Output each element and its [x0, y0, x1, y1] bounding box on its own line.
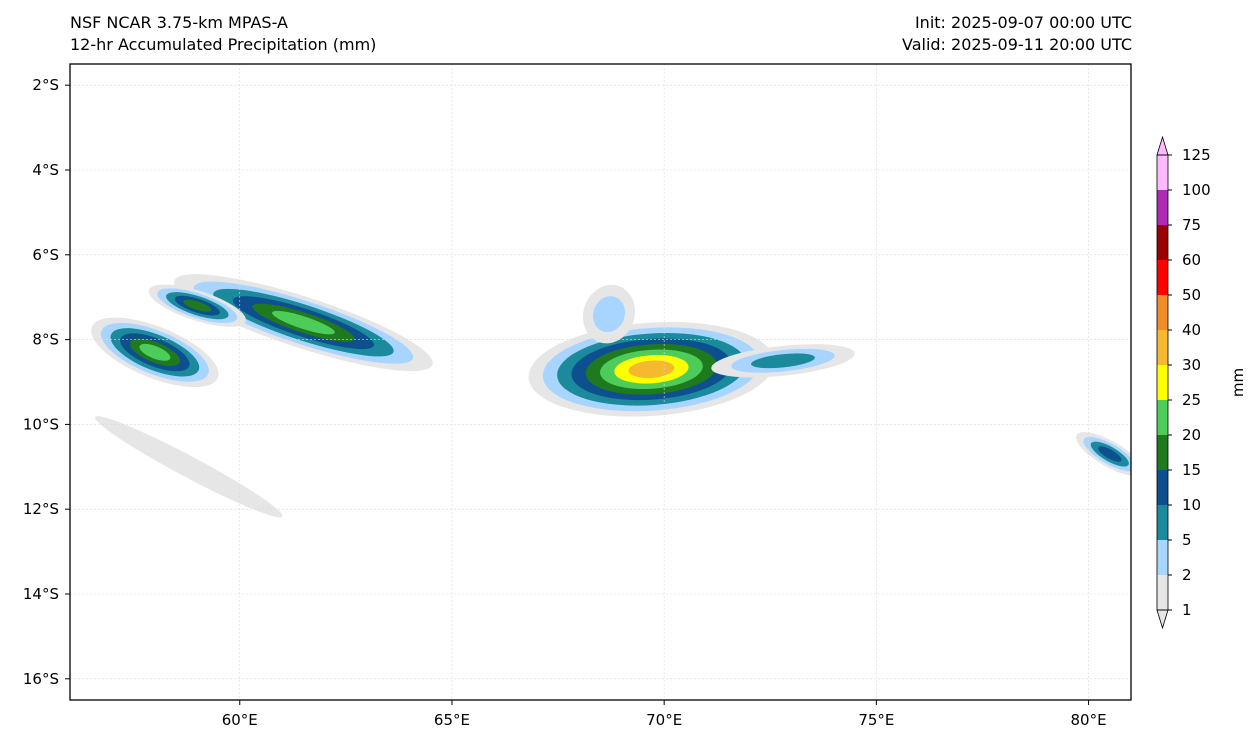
- precip-contour-level-1: [95, 416, 283, 518]
- map-frame: [69, 63, 1132, 701]
- colorbar-tick-label: 40: [1182, 321, 1201, 339]
- lat-tick-label: 10°S: [23, 415, 59, 433]
- lon-tick-label: 80°E: [1071, 711, 1107, 729]
- colorbar-segment: [1157, 575, 1168, 610]
- colorbar-segment: [1157, 190, 1168, 225]
- latitude-axis: 2°S 4°S 6°S 8°S 10°S 12°S 14°S 16°S: [23, 76, 70, 688]
- lon-tick-label: 75°E: [858, 711, 894, 729]
- colorbar-segment: [1157, 470, 1168, 505]
- lat-tick-label: 4°S: [32, 161, 59, 179]
- colorbar-segment: [1157, 505, 1168, 540]
- lat-tick-label: 6°S: [32, 246, 59, 264]
- lat-tick-label: 14°S: [23, 585, 59, 603]
- precip-southwest-streaks: [95, 416, 283, 518]
- colorbar-tick-label: 5: [1182, 531, 1192, 549]
- colorbar-segment: [1157, 295, 1168, 330]
- precip-contour-level-6: [272, 310, 335, 335]
- field-title: 12-hr Accumulated Precipitation (mm): [70, 35, 377, 54]
- precip-contour-level-3: [751, 353, 815, 369]
- colorbar-frame: [1156, 154, 1169, 611]
- valid-time: Valid: 2025-09-11 20:00 UTC: [901, 35, 1132, 54]
- colorbar-segment: [1157, 400, 1168, 435]
- colorbar-segment: [1157, 260, 1168, 295]
- colorbar-tick-label: 30: [1182, 356, 1201, 374]
- colorbar-tick-label: 50: [1182, 286, 1201, 304]
- precip-central-system: [528, 321, 775, 417]
- colorbar-segment: [1157, 225, 1168, 260]
- precip-contour-level-4: [1098, 446, 1122, 462]
- colorbar-segment: [1157, 330, 1168, 365]
- precip-contour-level-2: [592, 296, 626, 333]
- precip-central-system-east-tail: [711, 344, 855, 378]
- colorbar-segment: [1157, 155, 1168, 190]
- colorbar-tick-label: 15: [1182, 461, 1201, 479]
- colorbar-segments: [1157, 155, 1168, 610]
- precip-east-edge-band: [1076, 432, 1131, 477]
- lat-tick-label: 2°S: [32, 76, 59, 94]
- colorbar-segment: [1157, 540, 1168, 575]
- colorbar-tick-label: 10: [1182, 496, 1201, 514]
- precip-contour-level-5: [183, 299, 212, 312]
- model-title: NSF NCAR 3.75-km MPAS-A: [70, 13, 288, 32]
- precip-contour-level-8: [628, 360, 675, 379]
- title-right: Init: 2025-09-07 00:00 UTC Valid: 2025-0…: [902, 12, 1132, 56]
- precip-northwest-band: [148, 284, 246, 327]
- precip-central-system-north-arc: [582, 284, 636, 344]
- colorbar-min-extension: [1156, 609, 1169, 630]
- colorbar-tick-label: 100: [1182, 181, 1211, 199]
- precip-contour-level-6: [139, 343, 171, 361]
- longitude-axis: 60°E 65°E 70°E 75°E 80°E: [222, 700, 1107, 729]
- precip-west-band: [174, 274, 433, 372]
- colorbar-segment: [1157, 435, 1168, 470]
- colorbar-tick-label: 75: [1182, 216, 1201, 234]
- colorbar-unit-label: mm: [1229, 368, 1247, 397]
- lon-tick-label: 60°E: [222, 711, 258, 729]
- gridlines: [70, 64, 1131, 700]
- title-left: NSF NCAR 3.75-km MPAS-A 12-hr Accumulate…: [70, 12, 376, 56]
- colorbar-tick-label: 1: [1182, 601, 1192, 619]
- colorbar-tick-label: 2: [1182, 566, 1192, 584]
- lat-tick-label: 16°S: [23, 670, 59, 688]
- precipitation-field: [91, 274, 1131, 518]
- init-time: Init: 2025-09-07 00:00 UTC: [914, 13, 1132, 32]
- colorbar-segment: [1157, 365, 1168, 400]
- colorbar-tick-label: 125: [1182, 146, 1211, 164]
- colorbar-tick-label: 25: [1182, 391, 1201, 409]
- colorbar-max-extension: [1156, 135, 1169, 156]
- colorbar-tick-label: 60: [1182, 251, 1201, 269]
- lon-tick-label: 65°E: [434, 711, 470, 729]
- lon-tick-label: 70°E: [646, 711, 682, 729]
- lat-tick-label: 8°S: [32, 331, 59, 349]
- precip-far-west-cluster: [91, 317, 219, 388]
- colorbar-tick-label: 20: [1182, 426, 1201, 444]
- lat-tick-label: 12°S: [23, 500, 59, 518]
